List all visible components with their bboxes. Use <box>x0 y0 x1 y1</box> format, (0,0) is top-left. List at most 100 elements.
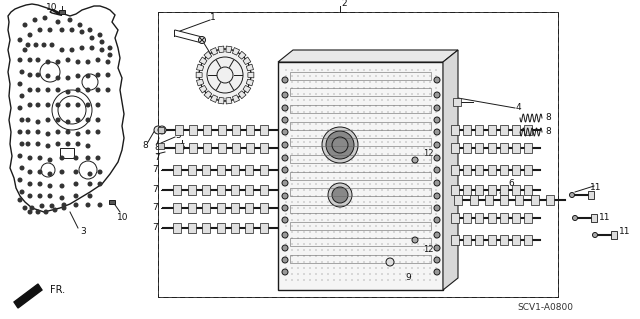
Text: 8: 8 <box>154 144 160 152</box>
Circle shape <box>282 180 288 186</box>
Circle shape <box>423 243 425 245</box>
Circle shape <box>399 213 401 215</box>
Text: 10: 10 <box>46 4 58 12</box>
Circle shape <box>309 207 310 209</box>
Circle shape <box>285 231 287 233</box>
Circle shape <box>357 129 358 131</box>
Circle shape <box>435 231 436 233</box>
Circle shape <box>285 87 287 89</box>
Circle shape <box>435 219 436 221</box>
Circle shape <box>435 261 436 263</box>
Circle shape <box>291 69 292 71</box>
Circle shape <box>303 219 305 221</box>
Circle shape <box>303 159 305 161</box>
Circle shape <box>369 195 371 197</box>
Circle shape <box>417 279 419 281</box>
Circle shape <box>309 93 310 95</box>
Bar <box>260 165 268 175</box>
Circle shape <box>298 129 299 131</box>
Circle shape <box>309 243 310 245</box>
Circle shape <box>351 123 353 125</box>
Circle shape <box>346 189 347 191</box>
Circle shape <box>303 195 305 197</box>
Circle shape <box>339 87 340 89</box>
Circle shape <box>309 135 310 137</box>
Circle shape <box>339 237 340 239</box>
Circle shape <box>80 46 84 50</box>
Circle shape <box>399 231 401 233</box>
Bar <box>290 238 431 246</box>
Bar <box>260 125 268 135</box>
Circle shape <box>321 87 323 89</box>
Circle shape <box>333 225 335 227</box>
Circle shape <box>303 105 305 107</box>
Circle shape <box>351 195 353 197</box>
Circle shape <box>375 279 377 281</box>
Circle shape <box>321 201 323 203</box>
Circle shape <box>417 183 419 185</box>
Circle shape <box>423 195 425 197</box>
Circle shape <box>429 69 431 71</box>
Circle shape <box>291 201 292 203</box>
Circle shape <box>309 141 310 143</box>
Circle shape <box>339 249 340 251</box>
Circle shape <box>357 273 358 275</box>
Circle shape <box>285 273 287 275</box>
Circle shape <box>60 28 64 32</box>
Circle shape <box>405 117 406 119</box>
Bar <box>173 223 181 233</box>
Circle shape <box>86 60 90 64</box>
Circle shape <box>108 46 112 50</box>
Circle shape <box>387 75 388 77</box>
Circle shape <box>316 183 317 185</box>
Circle shape <box>375 87 377 89</box>
Circle shape <box>423 147 425 149</box>
Circle shape <box>435 195 436 197</box>
Circle shape <box>50 43 54 47</box>
Circle shape <box>435 87 436 89</box>
Circle shape <box>434 217 440 223</box>
Circle shape <box>309 225 310 227</box>
Bar <box>216 203 225 213</box>
Circle shape <box>399 195 401 197</box>
Circle shape <box>364 195 365 197</box>
Circle shape <box>387 225 388 227</box>
Circle shape <box>327 201 329 203</box>
Circle shape <box>339 141 340 143</box>
Circle shape <box>394 219 395 221</box>
Circle shape <box>369 201 371 203</box>
Circle shape <box>48 172 52 176</box>
Circle shape <box>309 159 310 161</box>
Circle shape <box>74 203 78 207</box>
Circle shape <box>351 201 353 203</box>
Circle shape <box>291 261 292 263</box>
Circle shape <box>394 171 395 173</box>
Circle shape <box>405 87 406 89</box>
Circle shape <box>346 183 347 185</box>
Circle shape <box>339 231 340 233</box>
Circle shape <box>76 74 80 78</box>
Circle shape <box>30 206 34 210</box>
Circle shape <box>327 69 329 71</box>
Circle shape <box>291 129 292 131</box>
Circle shape <box>357 177 358 179</box>
Circle shape <box>282 129 288 135</box>
Circle shape <box>88 194 92 198</box>
Circle shape <box>282 232 288 238</box>
Text: 11: 11 <box>590 183 602 192</box>
Circle shape <box>399 201 401 203</box>
Circle shape <box>298 81 299 83</box>
Circle shape <box>309 75 310 77</box>
Circle shape <box>417 243 419 245</box>
Circle shape <box>364 267 365 269</box>
Circle shape <box>321 171 323 173</box>
Bar <box>158 143 164 149</box>
Circle shape <box>434 193 440 199</box>
Circle shape <box>412 195 413 197</box>
Circle shape <box>417 69 419 71</box>
Circle shape <box>316 105 317 107</box>
Circle shape <box>364 171 365 173</box>
Circle shape <box>291 81 292 83</box>
Circle shape <box>351 225 353 227</box>
Circle shape <box>346 237 347 239</box>
